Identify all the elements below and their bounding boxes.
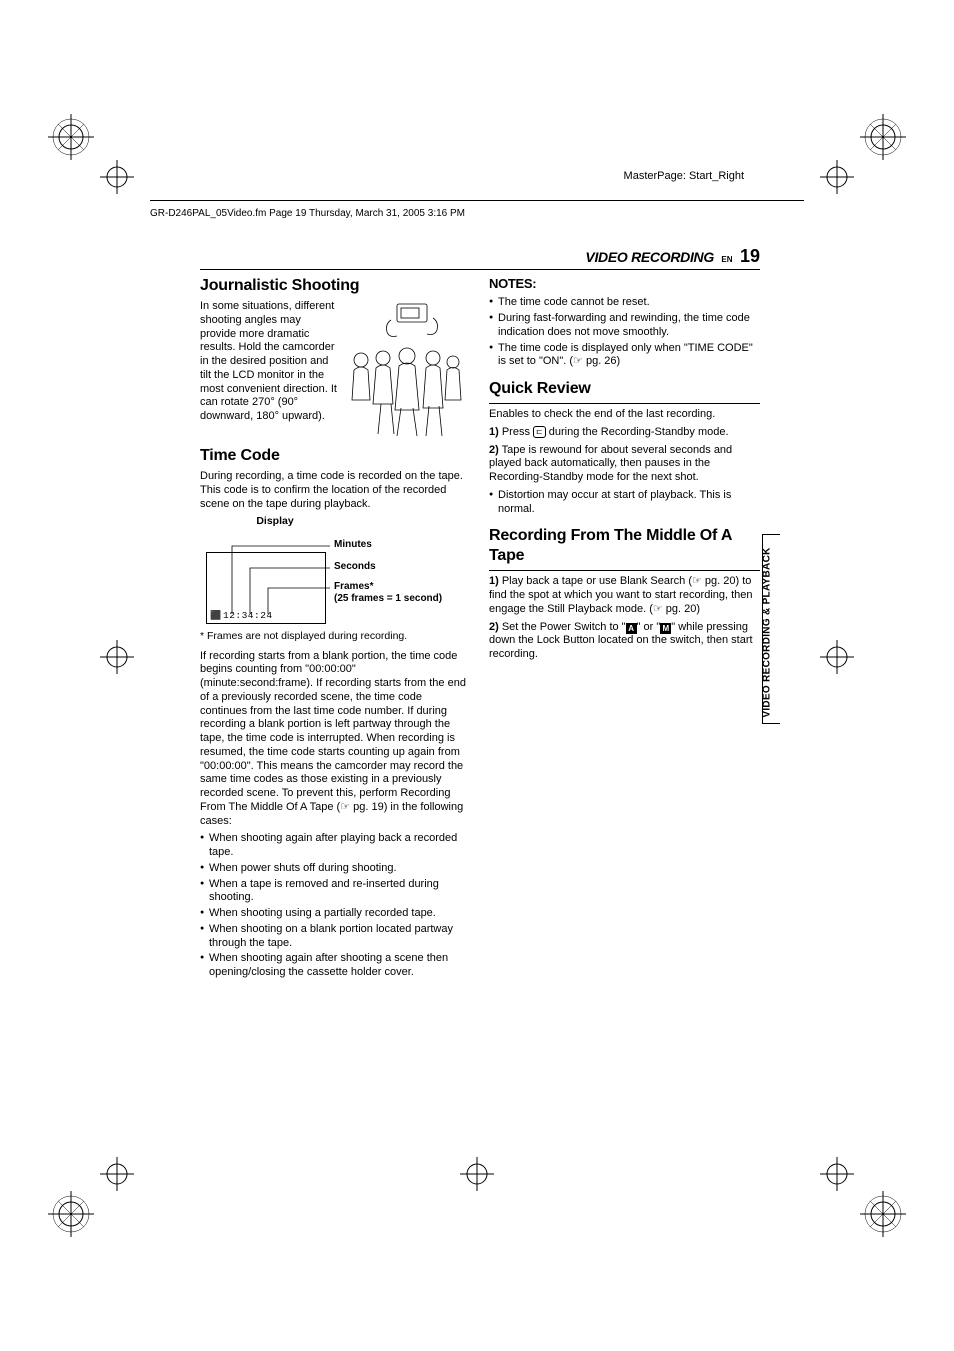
step-number: 1)	[489, 426, 499, 438]
crosshair-icon	[820, 1157, 854, 1191]
list-item: When shooting again after shooting a sce…	[200, 952, 471, 980]
crosshair-icon	[100, 640, 134, 674]
heading-timecode: Time Code	[200, 446, 471, 466]
step-text: Press	[499, 426, 533, 438]
display-label: Display	[240, 515, 310, 528]
right-column: NOTES: The time code cannot be reset. Du…	[489, 276, 760, 982]
step-text: " or "	[637, 621, 661, 633]
page: MasterPage: Start_Right GR-D246PAL_05Vid…	[0, 0, 954, 1351]
list-item: When power shuts off during shooting.	[200, 862, 471, 876]
crosshair-icon	[820, 160, 854, 194]
content-columns: Journalistic Shooting	[200, 276, 760, 982]
mode-m-icon: M	[660, 623, 671, 634]
registration-mark-icon	[48, 114, 94, 160]
list-item: During fast-forwarding and rewinding, th…	[489, 312, 760, 340]
list-item: When shooting using a partially recorded…	[200, 907, 471, 921]
crosshair-icon	[460, 1157, 494, 1191]
list-item: The time code cannot be reset.	[489, 296, 760, 310]
crosshair-icon	[100, 1157, 134, 1191]
master-page-label: MasterPage: Start_Right	[624, 170, 744, 182]
label-minutes: Minutes	[334, 539, 372, 552]
heading-record-middle: Recording From The Middle Of A Tape	[489, 526, 760, 566]
mode-a-icon: A	[626, 623, 637, 634]
record-middle-step2: 2) Set the Power Switch to "A" or "M" wh…	[489, 621, 760, 662]
crosshair-icon	[820, 640, 854, 674]
quick-review-button-icon: ⊏	[533, 426, 546, 438]
frame-header-text: GR-D246PAL_05Video.fm Page 19 Thursday, …	[150, 208, 465, 219]
timecode-cases-list: When shooting again after playing back a…	[200, 832, 471, 980]
list-item: Distortion may occur at start of playbac…	[489, 489, 760, 517]
list-item: The time code is displayed only when "TI…	[489, 342, 760, 370]
notes-list: The time code cannot be reset. During fa…	[489, 296, 760, 369]
side-tab-label: VIDEO RECORDING & PLAYBACK	[761, 547, 772, 717]
label-frames-note: (25 frames = 1 second)	[334, 593, 442, 606]
quick-review-step2: 2) Tape is rewound for about several sec…	[489, 444, 760, 485]
timecode-footnote: * Frames are not displayed during record…	[200, 630, 471, 643]
step-text: Play back a tape or use Blank Search (☞ …	[489, 575, 753, 615]
quick-review-step1: 1) Press ⊏ during the Recording-Standby …	[489, 426, 760, 440]
timecode-body: If recording starts from a blank portion…	[200, 650, 471, 829]
frame-header: GR-D246PAL_05Video.fm Page 19 Thursday, …	[150, 200, 804, 221]
registration-mark-icon	[48, 1191, 94, 1237]
page-number: 19	[740, 246, 760, 266]
crosshair-icon	[100, 160, 134, 194]
left-column: Journalistic Shooting	[200, 276, 471, 982]
running-head: VIDEO RECORDING EN 19	[200, 246, 760, 270]
registration-mark-icon	[860, 1191, 906, 1237]
list-item: When shooting on a blank portion located…	[200, 923, 471, 951]
registration-mark-icon	[860, 114, 906, 160]
leader-lines	[200, 532, 460, 628]
quick-review-notes: Distortion may occur at start of playbac…	[489, 489, 760, 517]
lang-code: EN	[721, 255, 732, 264]
notes-heading: NOTES:	[489, 276, 760, 292]
timecode-diagram: ⬛ 12:34:24 Minutes Seconds Frames* (25 f…	[200, 532, 460, 628]
heading-journalistic: Journalistic Shooting	[200, 276, 471, 296]
rule	[489, 570, 760, 571]
label-seconds: Seconds	[334, 561, 376, 574]
quick-review-intro: Enables to check the end of the last rec…	[489, 408, 760, 422]
timecode-intro: During recording, a time code is recorde…	[200, 470, 471, 511]
list-item: When a tape is removed and re-inserted d…	[200, 878, 471, 906]
label-frames: Frames*	[334, 581, 373, 594]
journalistic-illustration	[341, 300, 471, 440]
step-text: Tape is rewound for about several second…	[489, 444, 732, 484]
step-text: Set the Power Switch to "	[499, 621, 626, 633]
rule	[489, 403, 760, 404]
list-item: When shooting again after playing back a…	[200, 832, 471, 860]
heading-quick-review: Quick Review	[489, 379, 760, 399]
record-middle-step1: 1) Play back a tape or use Blank Search …	[489, 575, 760, 616]
step-text: during the Recording-Standby mode.	[546, 426, 729, 438]
step-number: 2)	[489, 621, 499, 633]
section-title: VIDEO RECORDING	[585, 249, 714, 265]
side-tab: VIDEO RECORDING & PLAYBACK	[762, 534, 780, 724]
